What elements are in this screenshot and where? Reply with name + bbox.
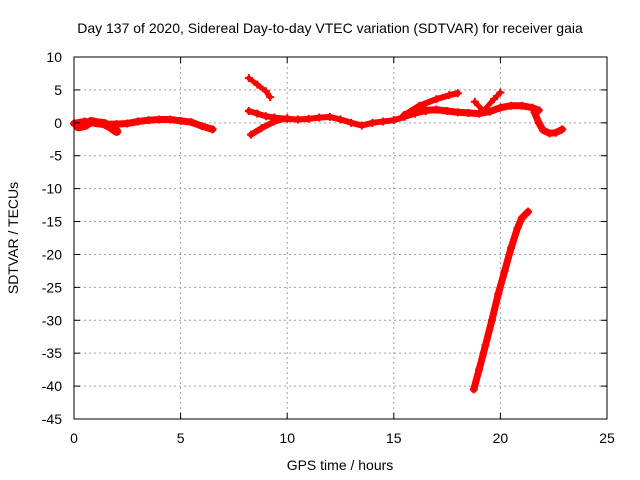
- data-point: [400, 110, 409, 119]
- data-point: [176, 116, 185, 125]
- data-point: [496, 103, 505, 112]
- data-point: [165, 115, 174, 124]
- data-point: [517, 101, 526, 110]
- data-point: [112, 120, 121, 129]
- grid: [74, 57, 607, 419]
- data-point: [257, 124, 266, 133]
- data-point: [432, 105, 441, 114]
- data-point: [270, 117, 279, 126]
- data-point: [379, 117, 388, 126]
- y-tick-label: -40: [42, 378, 62, 394]
- data-point: [304, 114, 313, 123]
- data-point: [389, 116, 398, 125]
- data-point: [558, 125, 567, 134]
- data-point: [475, 365, 484, 374]
- data-point: [453, 89, 462, 98]
- series-arc-afternoon-spike: [472, 90, 503, 114]
- data-point: [283, 114, 292, 123]
- data-point: [187, 118, 196, 127]
- data-point: [368, 118, 377, 127]
- data-point: [293, 115, 302, 124]
- data-point: [266, 93, 275, 102]
- data-point: [487, 316, 496, 325]
- data-point: [470, 97, 479, 106]
- data-series: [70, 74, 567, 394]
- data-point: [539, 126, 548, 135]
- data-point: [347, 118, 356, 127]
- x-axis-label: GPS time / hours: [287, 457, 394, 473]
- data-point: [496, 88, 505, 97]
- x-tick-label: 10: [279, 430, 295, 446]
- data-point: [551, 128, 560, 137]
- plot-frame: [73, 56, 608, 420]
- y-tick-label: -45: [42, 411, 62, 427]
- y-tick-label: -10: [42, 181, 62, 197]
- data-point: [524, 207, 533, 216]
- data-point: [513, 224, 522, 233]
- data-point: [475, 109, 484, 118]
- data-point: [421, 106, 430, 115]
- data-point: [133, 117, 142, 126]
- data-point: [464, 108, 473, 117]
- data-point: [479, 106, 488, 115]
- data-point: [101, 120, 110, 129]
- y-tick-label: -20: [42, 246, 62, 262]
- data-point: [253, 80, 262, 89]
- data-point: [80, 117, 89, 126]
- x-tick-label: 5: [177, 430, 185, 446]
- data-point: [261, 112, 270, 121]
- data-point: [261, 87, 270, 96]
- y-tick-label: -25: [42, 279, 62, 295]
- data-point: [253, 109, 262, 118]
- data-point: [336, 115, 345, 124]
- data-point: [123, 119, 132, 128]
- data-point: [208, 125, 217, 134]
- y-tick-label: -35: [42, 345, 62, 361]
- y-axis-label: SDTVAR / TECUs: [5, 182, 21, 294]
- data-point: [500, 266, 509, 275]
- data-point: [507, 243, 516, 252]
- data-point: [530, 108, 539, 117]
- data-point: [246, 130, 255, 139]
- y-tick-label: 5: [54, 82, 62, 98]
- data-point: [144, 116, 153, 125]
- data-point: [197, 122, 206, 131]
- x-tick-label: 20: [493, 430, 509, 446]
- x-tick-label: 25: [599, 430, 615, 446]
- y-tick-label: -30: [42, 312, 62, 328]
- chart-title: Day 137 of 2020, Sidereal Day-to-day VTE…: [77, 20, 583, 36]
- data-point: [443, 106, 452, 115]
- y-tick-label: 10: [46, 49, 62, 65]
- data-point: [469, 385, 478, 394]
- data-point: [411, 108, 420, 117]
- data-point: [517, 214, 526, 223]
- y-tick-label: 0: [54, 115, 62, 131]
- data-point: [91, 118, 100, 127]
- data-point: [507, 101, 516, 110]
- data-point: [445, 91, 454, 100]
- data-point: [453, 108, 462, 117]
- data-point: [534, 118, 543, 127]
- y-tick-label: -15: [42, 214, 62, 230]
- series-arc-midday-lower: [248, 115, 291, 138]
- data-point: [432, 95, 441, 104]
- series-arc-short-high: [246, 75, 273, 100]
- data-point: [244, 74, 253, 83]
- x-tick-label: 15: [386, 430, 402, 446]
- data-point: [357, 121, 366, 130]
- data-point: [155, 115, 164, 124]
- data-point: [494, 289, 503, 298]
- data-point: [481, 341, 490, 350]
- data-point: [325, 112, 334, 121]
- data-point: [244, 106, 253, 115]
- x-tick-label: 0: [70, 430, 78, 446]
- y-tick-label: -5: [50, 148, 63, 164]
- axis-ticks: 0 5 10 15 20 25 10 5 0 -5 -10 -15 -20 -25 -30 -35 -40 -45: [42, 49, 615, 446]
- data-point: [490, 95, 499, 104]
- series-arc-steep-drop: [470, 208, 532, 393]
- data-point: [112, 127, 121, 136]
- data-point: [315, 113, 324, 122]
